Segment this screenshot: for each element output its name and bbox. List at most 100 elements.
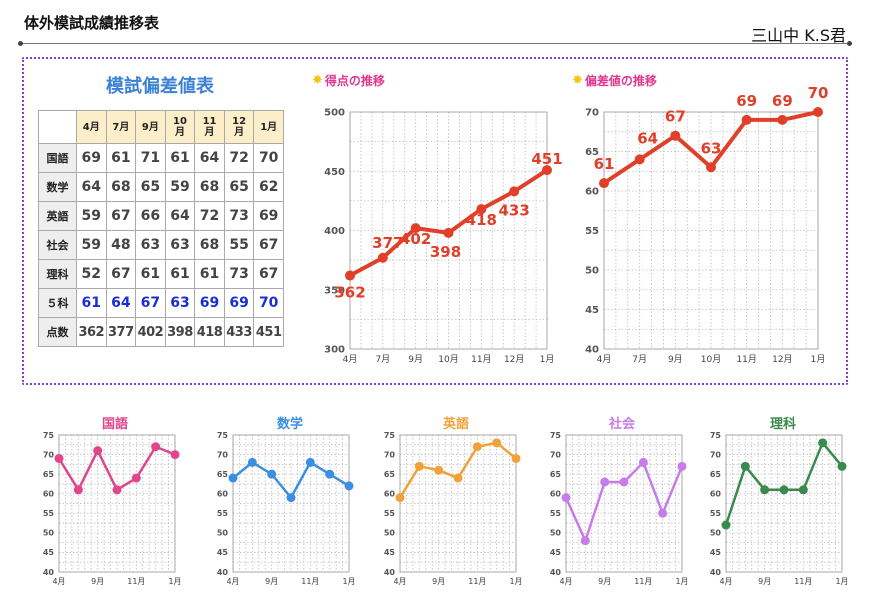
y-tick-label: 45 <box>710 548 722 557</box>
y-tick-label: 60 <box>550 490 562 499</box>
table-cell: 69 <box>194 288 225 318</box>
y-tick-label: 55 <box>585 226 599 237</box>
plot-frame <box>349 111 548 350</box>
data-point <box>619 477 629 487</box>
x-tick-label: 11月 <box>794 577 812 586</box>
y-tick-label: 70 <box>585 108 599 119</box>
summary-frame <box>22 57 848 385</box>
chart-5: 40 45 50 55 60 65 70 75 4月 9月 11月 1月 <box>550 431 689 586</box>
x-tick-label: 9月 <box>668 354 683 365</box>
y-tick-label: 60 <box>384 490 396 499</box>
data-point <box>677 461 687 471</box>
y-tick-label: 55 <box>710 509 722 518</box>
table-row: ５科 61 64 67 63 69 69 70 <box>38 288 284 318</box>
table-cell: 69 <box>223 288 255 318</box>
y-tick-label: 65 <box>217 470 229 479</box>
y-tick-label: 65 <box>384 470 396 479</box>
y-tick-label: 450 <box>324 167 345 178</box>
y-tick-label: 70 <box>43 450 55 459</box>
data-point <box>813 107 823 117</box>
y-tick-label: 55 <box>384 509 396 518</box>
data-point <box>377 252 388 263</box>
plot-frame <box>399 434 517 573</box>
data-point <box>706 162 716 173</box>
data-label: 69 <box>772 92 793 110</box>
table-cell: 64 <box>105 288 137 318</box>
x-tick-label: 11月 <box>634 577 652 586</box>
row-label: ５科 <box>38 288 77 318</box>
table-cell: 61 <box>76 288 107 318</box>
y-tick-label: 60 <box>710 490 722 499</box>
data-point <box>777 114 788 125</box>
data-point <box>472 442 482 452</box>
y-tick-label: 75 <box>217 431 229 440</box>
x-tick-label: 1月 <box>342 577 355 586</box>
data-point <box>325 469 335 479</box>
x-tick-label: 11月 <box>471 354 491 365</box>
score-chart-title-text: 得点の推移 <box>324 74 385 88</box>
x-tick-label: 4月 <box>343 354 358 365</box>
month-header: 11 月 <box>194 110 225 144</box>
data-label: 63 <box>701 139 722 157</box>
plot-frame <box>725 434 843 573</box>
x-tick-label: 9月 <box>265 577 278 586</box>
data-point <box>73 485 83 495</box>
row-label: 理科 <box>38 259 77 289</box>
table-cell: 362 <box>76 317 107 347</box>
table-cell: 67 <box>253 259 284 289</box>
y-tick-label: 55 <box>217 509 229 518</box>
table-cell: 451 <box>253 317 284 347</box>
english-chart-title: 英語 <box>442 417 469 432</box>
data-point <box>542 165 552 176</box>
x-tick-label: 4月 <box>393 577 406 586</box>
table-cell: 61 <box>194 259 225 289</box>
plot-frame <box>603 111 819 350</box>
data-point <box>600 477 610 487</box>
data-point <box>395 493 405 503</box>
y-tick-label: 55 <box>550 509 562 518</box>
table-row: 点数 362 377 402 398 418 433 451 <box>38 317 284 347</box>
data-point <box>837 461 847 471</box>
row-label: 数学 <box>38 172 77 202</box>
table-header-row: 4月 7月 9月 10 月 11 月 12 月 1月 <box>38 110 284 144</box>
y-tick-label: 45 <box>550 548 562 557</box>
table-cell: 418 <box>194 317 225 347</box>
table-cell: 48 <box>105 230 137 260</box>
y-tick-label: 45 <box>43 548 55 557</box>
data-point <box>434 465 444 475</box>
data-label: 64 <box>637 129 658 147</box>
table-cell: 52 <box>76 259 107 289</box>
data-point <box>247 457 257 467</box>
data-point <box>443 227 454 238</box>
y-tick-label: 45 <box>217 548 229 557</box>
month-header: 1月 <box>253 110 284 144</box>
page-title: 体外模試成績推移表 <box>24 14 160 32</box>
table-cell: 61 <box>105 143 137 173</box>
table-cell: 69 <box>76 143 107 173</box>
x-tick-label: 1月 <box>811 354 826 365</box>
data-point <box>345 270 355 281</box>
y-tick-label: 70 <box>550 450 562 459</box>
data-point <box>112 485 122 495</box>
table-cell: 59 <box>76 201 107 231</box>
table-cell: 62 <box>253 172 284 202</box>
table-cell: 70 <box>253 288 284 318</box>
data-point <box>638 457 648 467</box>
data-point <box>818 438 828 448</box>
data-label: 418 <box>466 211 497 229</box>
y-tick-label: 40 <box>585 345 599 356</box>
data-point <box>344 481 354 491</box>
y-tick-label: 50 <box>384 529 396 538</box>
data-label: 398 <box>430 243 461 261</box>
science-chart-title: 理科 <box>769 417 796 432</box>
data-point <box>228 473 238 483</box>
data-point <box>511 453 521 463</box>
math-chart-title: 数学 <box>276 417 303 432</box>
x-tick-label: 1月 <box>675 577 688 586</box>
data-point <box>170 450 180 460</box>
x-tick-label: 4月 <box>597 354 612 365</box>
x-tick-label: 9月 <box>432 577 445 586</box>
month-header: 10 月 <box>164 110 196 144</box>
x-tick-label: 4月 <box>226 577 239 586</box>
y-tick-label: 50 <box>710 529 722 538</box>
